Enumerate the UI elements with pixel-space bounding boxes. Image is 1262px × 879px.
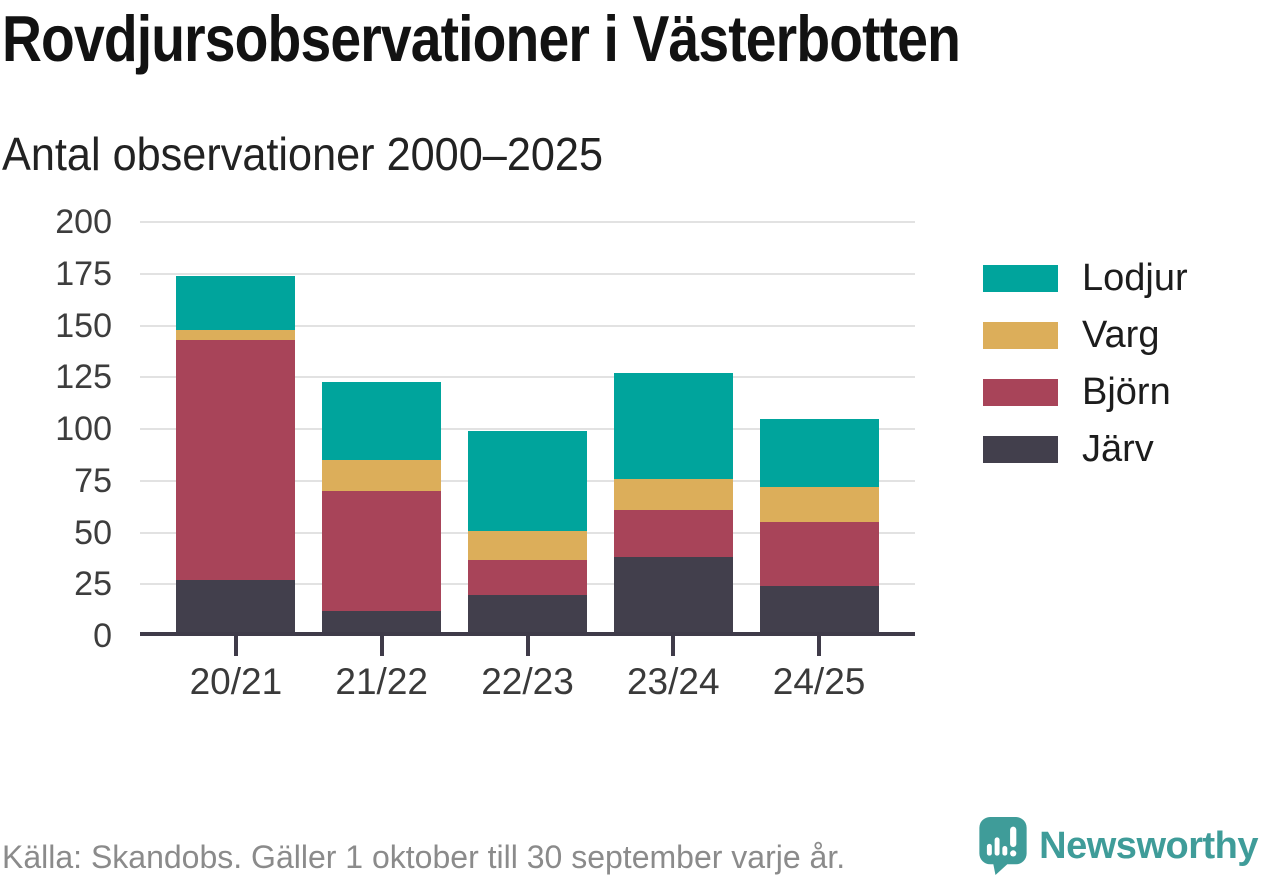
gridline-175 bbox=[140, 272, 915, 275]
y-axis-label-50: 50 bbox=[74, 513, 112, 552]
gridline-200 bbox=[140, 221, 915, 223]
y-axis-label-25: 25 bbox=[74, 565, 112, 604]
bar-segment-varg-20-21 bbox=[176, 329, 296, 341]
legend-item-bjorn: Björn bbox=[983, 371, 1188, 413]
bar-segment-lodjur-23-24 bbox=[613, 373, 733, 479]
legend-label-lodjur: Lodjur bbox=[1082, 257, 1188, 299]
bar-segment-lodjur-22-23 bbox=[468, 431, 587, 531]
newsworthy-wordmark: Newsworthy bbox=[1039, 824, 1258, 867]
chart-area: 20/21 21/22 22/23 23/24 24/25 0 25 50 75 100 125 1… bbox=[0, 203, 915, 702]
newsworthy-bubble-icon bbox=[979, 817, 1027, 875]
bar-segment-varg-22-23 bbox=[468, 530, 587, 560]
legend-swatch-jarv bbox=[983, 436, 1058, 463]
x-axis-label-20-21: 20/21 bbox=[189, 661, 283, 702]
bar-segment-jarv-24-25 bbox=[759, 586, 879, 632]
legend-item-varg: Varg bbox=[983, 314, 1188, 356]
y-axis-label-0: 0 bbox=[93, 617, 112, 655]
bar-segment-bjorn-21-22 bbox=[322, 491, 442, 612]
x-axis-tick bbox=[379, 636, 384, 656]
x-axis-tick bbox=[525, 636, 530, 656]
bar-segment-lodjur-20-21 bbox=[176, 275, 296, 330]
y-axis-label-175: 175 bbox=[55, 254, 112, 293]
y-axis-label-100: 100 bbox=[55, 410, 112, 448]
bar-segment-jarv-21-22 bbox=[322, 611, 442, 632]
gridline-100 bbox=[140, 428, 915, 430]
bar-segment-bjorn-24-25 bbox=[759, 522, 879, 587]
y-axis-label-125: 125 bbox=[55, 358, 112, 397]
bar-segment-jarv-22-23 bbox=[468, 594, 587, 632]
gridline-125 bbox=[140, 376, 915, 379]
y-axis-label-200: 200 bbox=[55, 203, 112, 241]
legend-item-lodjur: Lodjur bbox=[983, 257, 1188, 299]
x-axis-tick bbox=[233, 636, 238, 656]
bar-segment-lodjur-24-25 bbox=[759, 418, 879, 488]
source-note: Källa: Skandobs. Gäller 1 oktober till 3… bbox=[2, 838, 846, 875]
bar-segment-lodjur-21-22 bbox=[322, 381, 442, 461]
legend-label-bjorn: Björn bbox=[1082, 371, 1171, 413]
legend-label-jarv: Järv bbox=[1082, 428, 1154, 470]
x-axis-label-21-22: 21/22 bbox=[335, 661, 428, 702]
legend-swatch-lodjur bbox=[983, 265, 1058, 292]
footer: Källa: Skandobs. Gäller 1 oktober till 3… bbox=[0, 817, 1262, 875]
bar-segment-bjorn-23-24 bbox=[613, 509, 733, 558]
bar-segment-varg-21-22 bbox=[322, 460, 442, 492]
plot-area: 20/21 21/22 22/23 23/24 24/25 bbox=[140, 221, 915, 702]
chart-subtitle: Antal observationer 2000–2025 bbox=[2, 128, 604, 180]
gridline-150 bbox=[140, 324, 915, 327]
legend-swatch-varg bbox=[983, 322, 1058, 349]
y-axis-label-75: 75 bbox=[74, 461, 112, 500]
bar-segment-varg-23-24 bbox=[613, 478, 733, 510]
page-title: Rovdjursobservationer i Västerbotten bbox=[2, 2, 961, 75]
legend-swatch-bjorn bbox=[983, 379, 1058, 406]
bar-segment-jarv-23-24 bbox=[613, 557, 733, 632]
x-axis-tick bbox=[671, 636, 676, 656]
legend: Lodjur Varg Björn Järv bbox=[983, 257, 1188, 493]
bar-segment-bjorn-22-23 bbox=[468, 559, 587, 595]
legend-item-jarv: Järv bbox=[983, 428, 1188, 470]
y-axis-label-150: 150 bbox=[55, 306, 112, 345]
bar-segment-varg-24-25 bbox=[759, 487, 879, 523]
x-axis-tick bbox=[817, 636, 822, 656]
x-axis-label-24-25: 24/25 bbox=[772, 661, 866, 702]
bar-segment-jarv-20-21 bbox=[176, 580, 296, 632]
newsworthy-logo: Newsworthy bbox=[979, 817, 1262, 875]
x-axis-label-22-23: 22/23 bbox=[481, 661, 574, 702]
bar-segment-bjorn-20-21 bbox=[176, 340, 296, 581]
x-axis-label-23-24: 23/24 bbox=[626, 661, 720, 702]
legend-label-varg: Varg bbox=[1082, 314, 1160, 356]
